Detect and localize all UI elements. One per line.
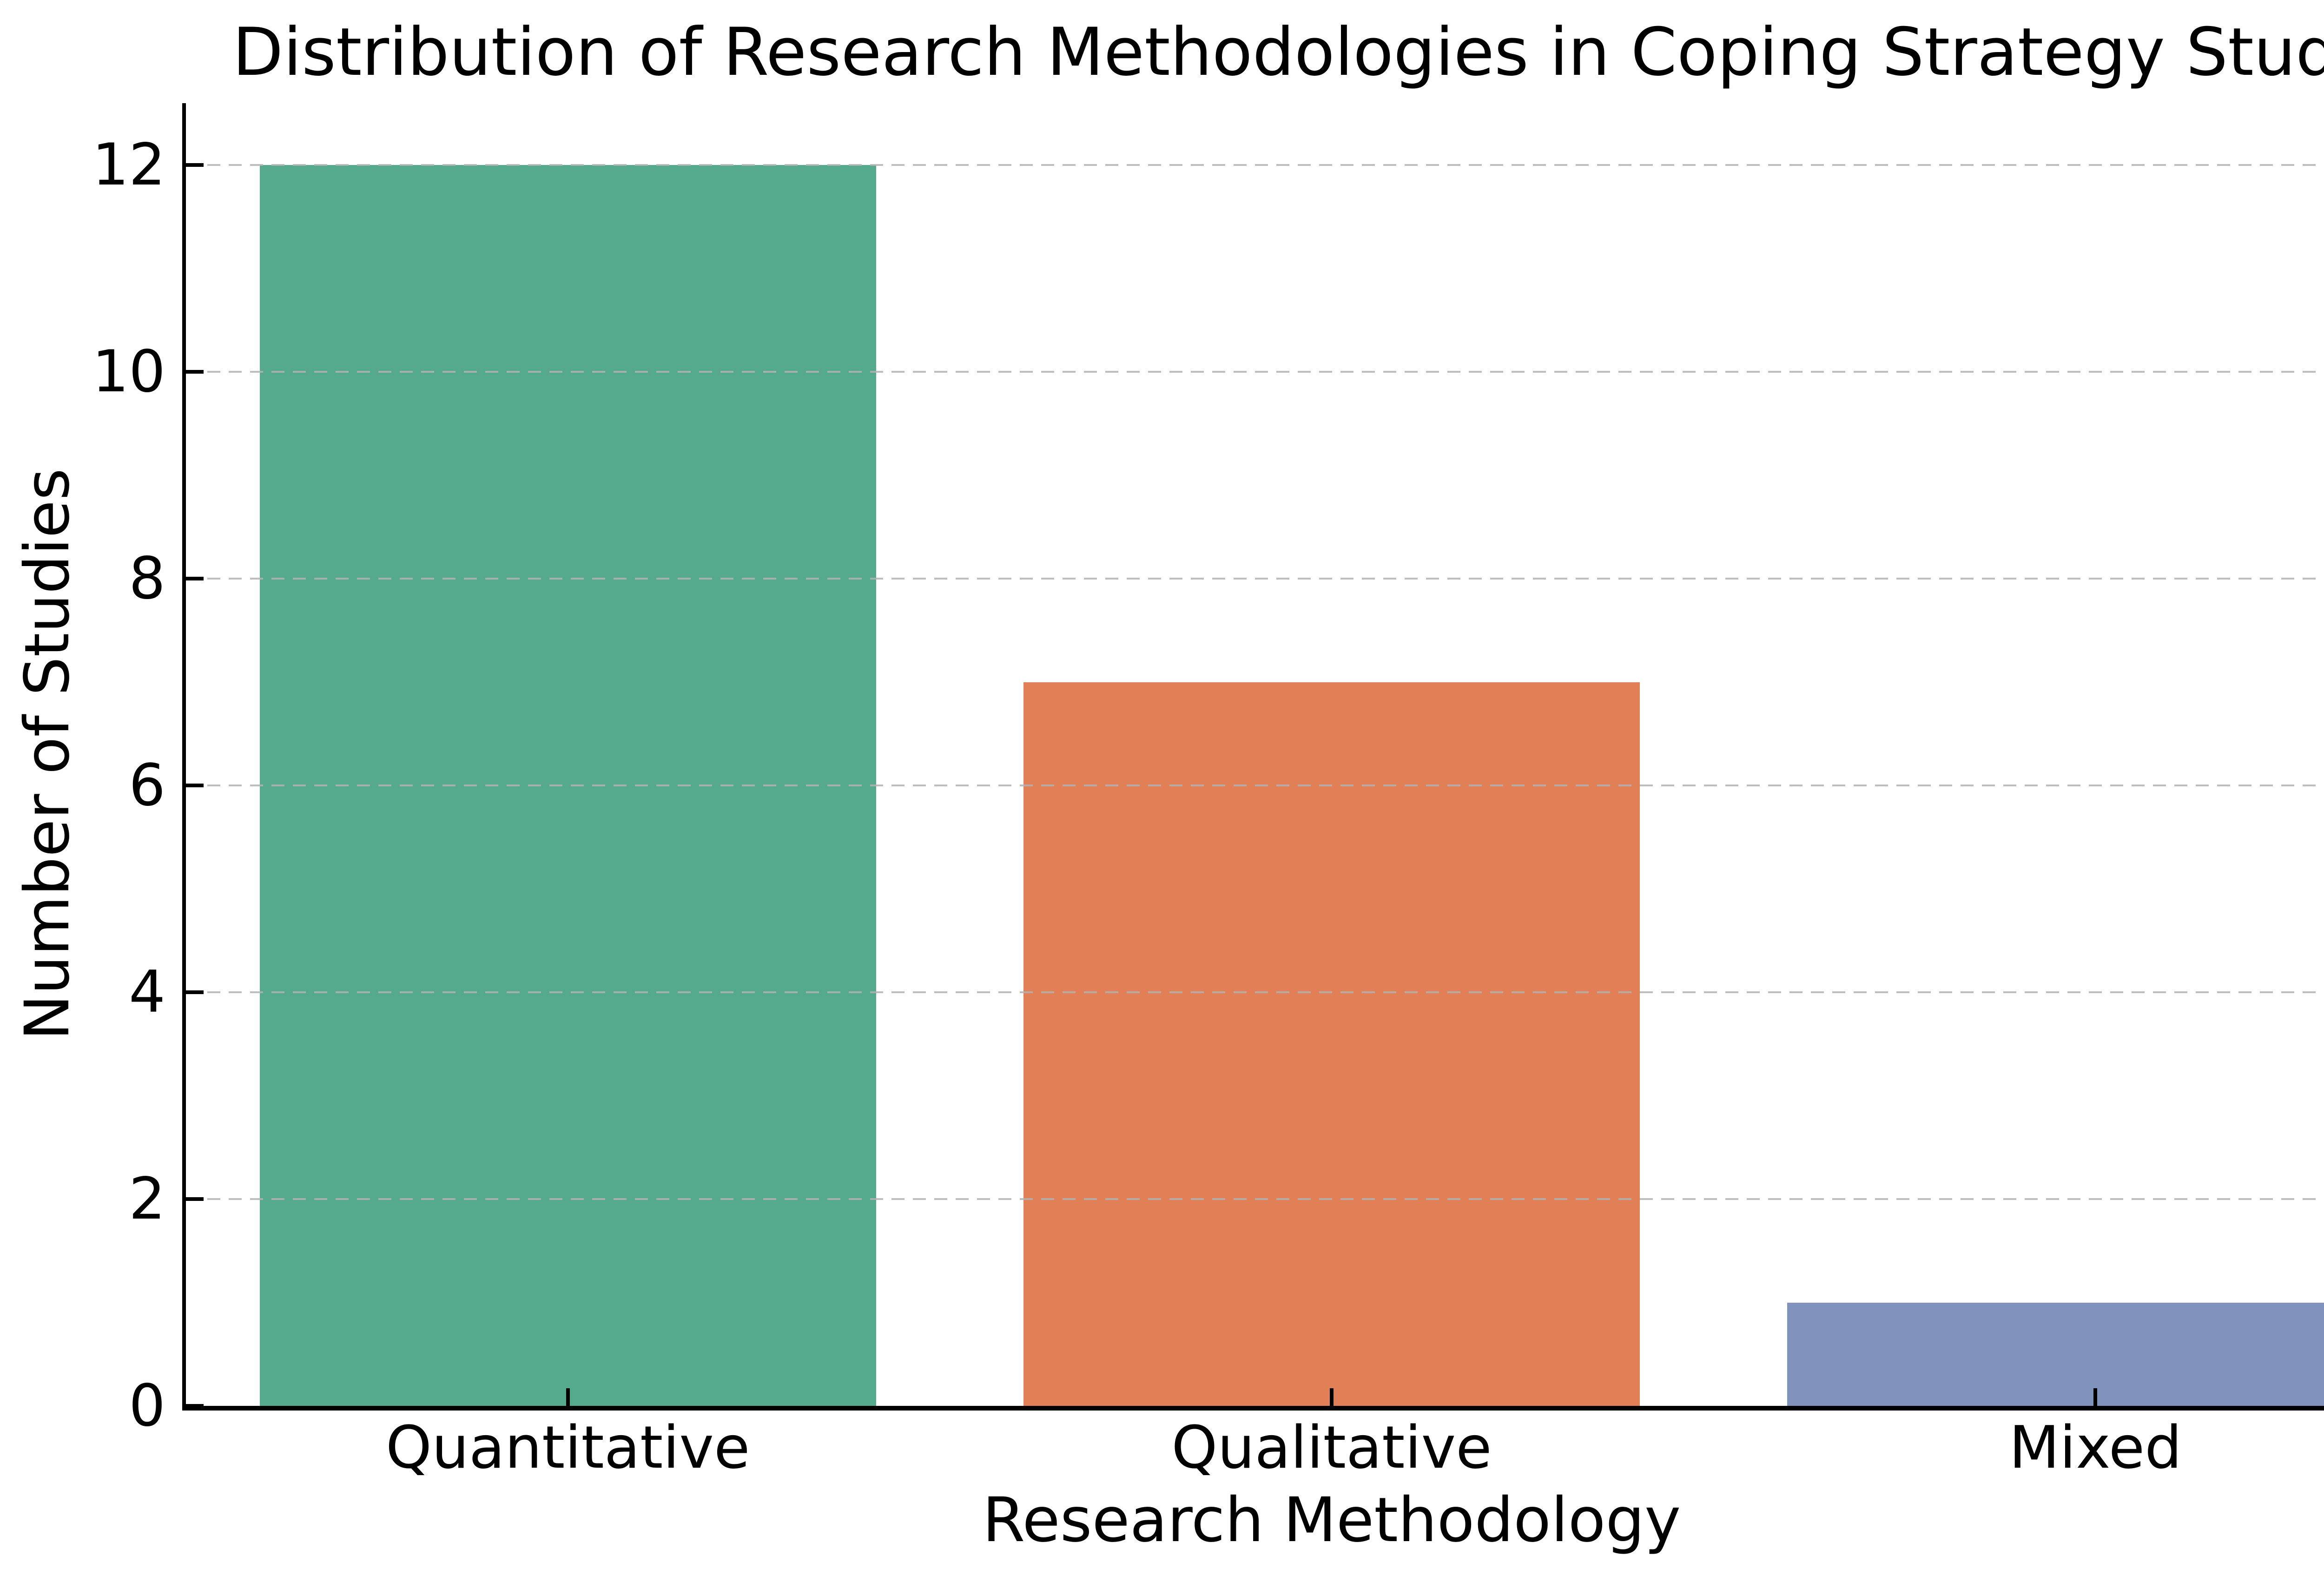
y-tick-label: 12 — [92, 132, 165, 199]
y-tick-label: 8 — [129, 545, 165, 613]
gridline-y-4 — [186, 991, 2324, 994]
x-tick-label: Mixed — [2009, 1413, 2182, 1482]
gridline-y-2 — [186, 1198, 2324, 1200]
plot-area — [186, 103, 2324, 1408]
x-axis-label: Research Methodology — [982, 1484, 1681, 1556]
x-axis-spine — [182, 1406, 2324, 1411]
bar-qualitative — [1023, 682, 1640, 1406]
gridline-y-10 — [186, 371, 2324, 373]
chart-title: Distribution of Research Methodologies i… — [232, 14, 2324, 91]
x-tick-mark — [2093, 1388, 2098, 1406]
bar-mixed — [1787, 1302, 2324, 1406]
y-tick-mark — [186, 1197, 204, 1201]
y-tick-mark — [186, 784, 204, 788]
y-tick-mark — [186, 1404, 204, 1408]
gridline-y-8 — [186, 578, 2324, 580]
x-tick-label: Qualitative — [1171, 1413, 1492, 1482]
x-tick-label: Quantitative — [385, 1413, 750, 1482]
y-tick-label: 4 — [129, 959, 165, 1026]
y-tick-mark — [186, 577, 204, 581]
x-tick-mark — [1330, 1388, 1334, 1406]
x-tick-mark — [566, 1388, 570, 1406]
y-tick-label: 6 — [129, 752, 165, 819]
y-tick-mark — [186, 163, 204, 167]
gridline-y-6 — [186, 784, 2324, 787]
y-axis-tick-labels: 0 2 4 6 8 10 12 — [0, 103, 165, 1435]
y-tick-mark — [186, 990, 204, 995]
gridline-y-12 — [186, 164, 2324, 166]
y-axis-spine — [182, 103, 186, 1411]
y-tick-label: 10 — [92, 338, 165, 406]
y-tick-label: 0 — [129, 1372, 165, 1439]
y-tick-label: 2 — [129, 1166, 165, 1233]
y-tick-mark — [186, 370, 204, 374]
